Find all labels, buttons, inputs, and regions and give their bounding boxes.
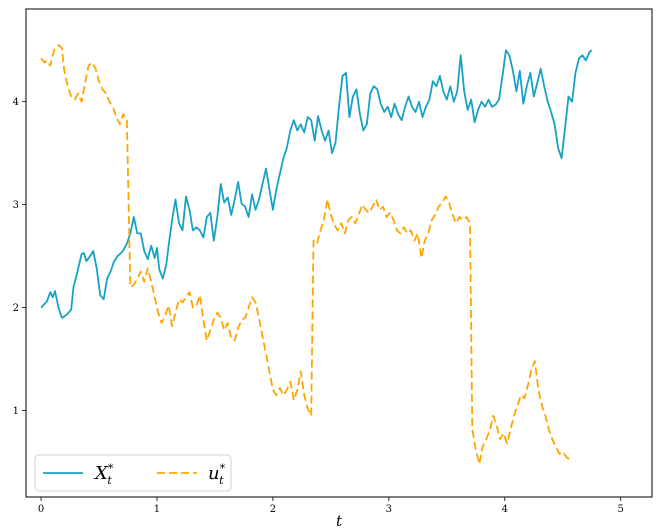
y-tick-label: 2 — [13, 303, 19, 314]
legend-label-X: X* t — [93, 462, 114, 487]
y-axis-ticks: 1 2 3 4 — [13, 97, 26, 417]
x-tick-label: 5 — [618, 504, 624, 515]
x-axis-label: t — [336, 512, 343, 530]
x-axis-ticks: 0 1 2 3 4 5 — [38, 497, 624, 515]
x-tick-label: 2 — [270, 504, 276, 515]
y-tick-label: 1 — [13, 406, 19, 417]
x-tick-label: 4 — [502, 504, 508, 515]
legend-box — [34, 454, 232, 492]
series-line-u — [40, 44, 571, 465]
legend: X* t u* t — [34, 454, 232, 492]
legend-label-u: u* t — [208, 462, 226, 487]
series-lines — [40, 44, 593, 465]
y-tick-label: 4 — [13, 97, 19, 108]
x-tick-label: 0 — [38, 504, 44, 515]
series-line-X — [40, 49, 593, 319]
y-tick-label: 3 — [13, 200, 19, 211]
x-tick-label: 3 — [386, 504, 392, 515]
x-tick-label: 1 — [154, 504, 160, 515]
plot-frame — [25, 8, 653, 498]
